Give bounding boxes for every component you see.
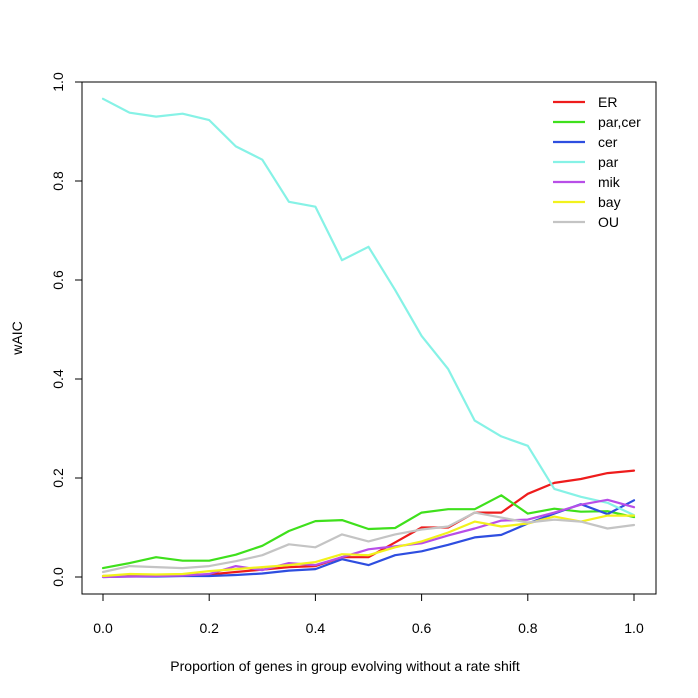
- plot-frame: [81, 81, 657, 595]
- legend-label: OU: [598, 214, 619, 230]
- legend-label: bay: [598, 194, 621, 210]
- x-tick-label: 0.4: [306, 620, 326, 636]
- series-line-ou: [101, 511, 636, 574]
- series-line-mik: [101, 498, 636, 579]
- y-tick-label: 1.0: [50, 72, 66, 92]
- y-tick-label: 0.0: [50, 567, 66, 587]
- legend-label: cer: [598, 134, 618, 150]
- legend-label: ER: [598, 94, 617, 110]
- y-tick-label: 0.8: [50, 171, 66, 191]
- series-line-par-cer: [101, 494, 636, 570]
- x-tick-label: 1.0: [624, 620, 644, 636]
- legend-label: mik: [598, 174, 621, 190]
- x-axis: 0.0 0.2 0.4 0.6 0.8 1.0: [93, 593, 644, 636]
- series-line-par: [101, 97, 636, 517]
- legend-label: par,cer: [598, 114, 641, 130]
- x-axis-title: Proportion of genes in group evolving wi…: [170, 658, 520, 674]
- y-tick-label: 0.6: [50, 270, 66, 290]
- x-tick-label: 0.0: [93, 620, 113, 636]
- y-axis: 0.0 0.2 0.4 0.6 0.8 1.0: [50, 72, 83, 587]
- x-tick-label: 0.2: [199, 620, 219, 636]
- y-tick-label: 0.2: [50, 468, 66, 488]
- y-tick-label: 0.4: [50, 369, 66, 389]
- legend-label: par: [598, 154, 619, 170]
- legend: ER par,cer cer par mik bay OU: [553, 94, 641, 230]
- series-layer: [101, 97, 636, 579]
- x-tick-label: 0.8: [518, 620, 538, 636]
- series-line-bay: [101, 514, 636, 578]
- x-tick-label: 0.6: [412, 620, 432, 636]
- y-axis-title: wAIC: [9, 321, 25, 355]
